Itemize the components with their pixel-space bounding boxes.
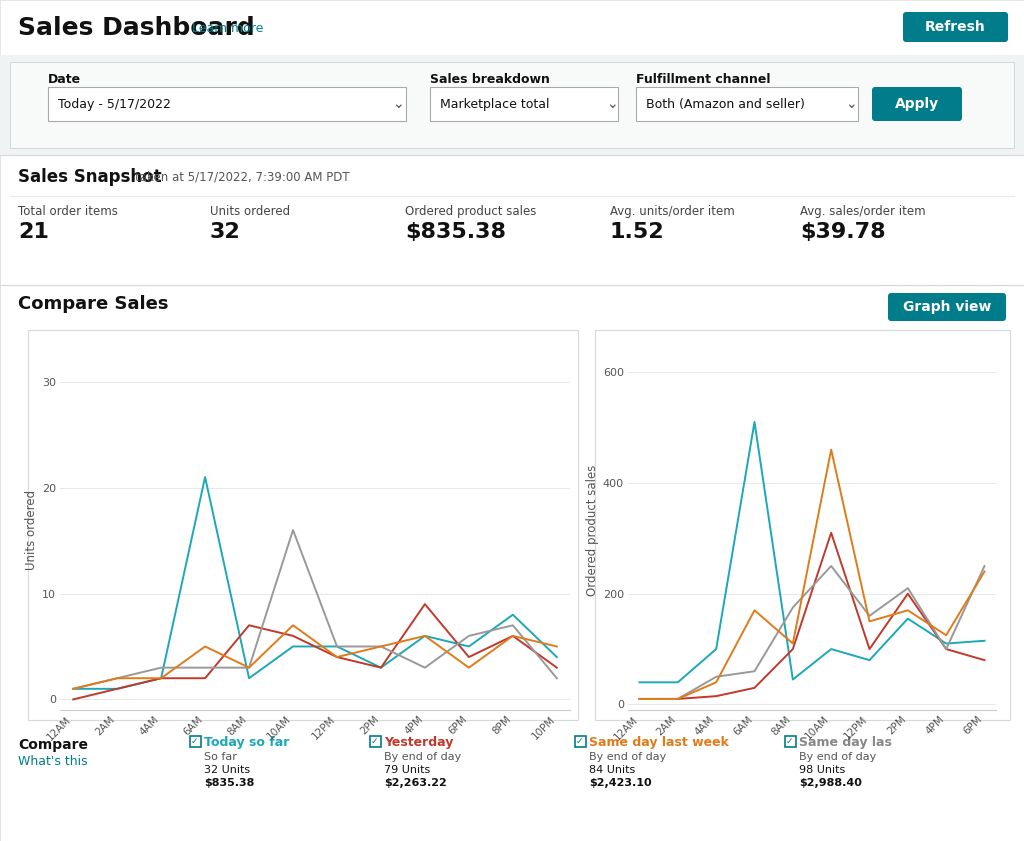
Text: ⌄: ⌄ <box>845 97 857 111</box>
FancyBboxPatch shape <box>595 330 1010 720</box>
FancyBboxPatch shape <box>0 285 1024 841</box>
FancyBboxPatch shape <box>190 736 201 747</box>
Text: Date: Date <box>48 73 81 86</box>
Text: 32 Units: 32 Units <box>204 765 250 775</box>
Text: So far: So far <box>204 752 237 762</box>
Text: Today so far: Today so far <box>204 736 290 749</box>
Text: What's this: What's this <box>18 755 88 768</box>
Text: ⌄: ⌄ <box>606 97 617 111</box>
Text: 84 Units: 84 Units <box>589 765 635 775</box>
Text: Yesterday: Yesterday <box>384 736 454 749</box>
FancyBboxPatch shape <box>28 330 578 720</box>
Text: ⌄: ⌄ <box>392 97 403 111</box>
FancyBboxPatch shape <box>0 155 1024 285</box>
Text: Today - 5/17/2022: Today - 5/17/2022 <box>58 98 171 110</box>
Text: $835.38: $835.38 <box>406 222 506 242</box>
Text: Sales Dashboard: Sales Dashboard <box>18 16 255 40</box>
Text: $2,988.40: $2,988.40 <box>799 778 862 788</box>
Text: taken at 5/17/2022, 7:39:00 AM PDT: taken at 5/17/2022, 7:39:00 AM PDT <box>135 170 349 183</box>
Text: Same day last week: Same day last week <box>589 736 729 749</box>
Text: $2,423.10: $2,423.10 <box>589 778 651 788</box>
Text: 79 Units: 79 Units <box>384 765 430 775</box>
Text: Both (Amazon and seller): Both (Amazon and seller) <box>646 98 805 110</box>
Text: ✓: ✓ <box>371 737 378 746</box>
Text: By end of day: By end of day <box>589 752 667 762</box>
Text: Marketplace total: Marketplace total <box>440 98 550 110</box>
Text: Total order items: Total order items <box>18 205 118 218</box>
Text: ✓: ✓ <box>190 737 198 746</box>
FancyBboxPatch shape <box>0 0 1024 55</box>
FancyBboxPatch shape <box>10 62 1014 148</box>
Text: Units ordered: Units ordered <box>210 205 290 218</box>
FancyBboxPatch shape <box>430 87 618 121</box>
Text: Refresh: Refresh <box>925 20 985 34</box>
Text: Sales Snapshot: Sales Snapshot <box>18 168 162 186</box>
Text: By end of day: By end of day <box>384 752 461 762</box>
FancyBboxPatch shape <box>785 736 796 747</box>
Text: Avg. sales/order item: Avg. sales/order item <box>800 205 926 218</box>
FancyBboxPatch shape <box>636 87 858 121</box>
Text: ✓: ✓ <box>575 737 583 746</box>
Text: 1.52: 1.52 <box>610 222 665 242</box>
Text: 98 Units: 98 Units <box>799 765 845 775</box>
FancyBboxPatch shape <box>872 87 962 121</box>
Y-axis label: Units ordered: Units ordered <box>25 490 38 570</box>
Text: Avg. units/order item: Avg. units/order item <box>610 205 735 218</box>
Text: 32: 32 <box>210 222 241 242</box>
Text: Learn more: Learn more <box>193 22 263 34</box>
FancyBboxPatch shape <box>575 736 586 747</box>
Text: $835.38: $835.38 <box>204 778 254 788</box>
Text: Same day las: Same day las <box>799 736 892 749</box>
FancyBboxPatch shape <box>370 736 381 747</box>
Text: Graph view: Graph view <box>903 300 991 314</box>
Text: Compare: Compare <box>18 738 88 752</box>
Text: Sales breakdown: Sales breakdown <box>430 73 550 86</box>
FancyBboxPatch shape <box>888 293 1006 321</box>
Text: $2,263.22: $2,263.22 <box>384 778 446 788</box>
FancyBboxPatch shape <box>903 12 1008 42</box>
Text: 21: 21 <box>18 222 49 242</box>
FancyBboxPatch shape <box>0 55 1024 155</box>
Text: $39.78: $39.78 <box>800 222 886 242</box>
Text: Ordered product sales: Ordered product sales <box>406 205 537 218</box>
Y-axis label: Ordered product sales: Ordered product sales <box>586 464 599 595</box>
Text: Fulfillment channel: Fulfillment channel <box>636 73 770 86</box>
Text: ✓: ✓ <box>785 737 793 746</box>
Text: Apply: Apply <box>895 97 939 111</box>
Text: By end of day: By end of day <box>799 752 877 762</box>
Text: Compare Sales: Compare Sales <box>18 295 169 313</box>
FancyBboxPatch shape <box>48 87 406 121</box>
